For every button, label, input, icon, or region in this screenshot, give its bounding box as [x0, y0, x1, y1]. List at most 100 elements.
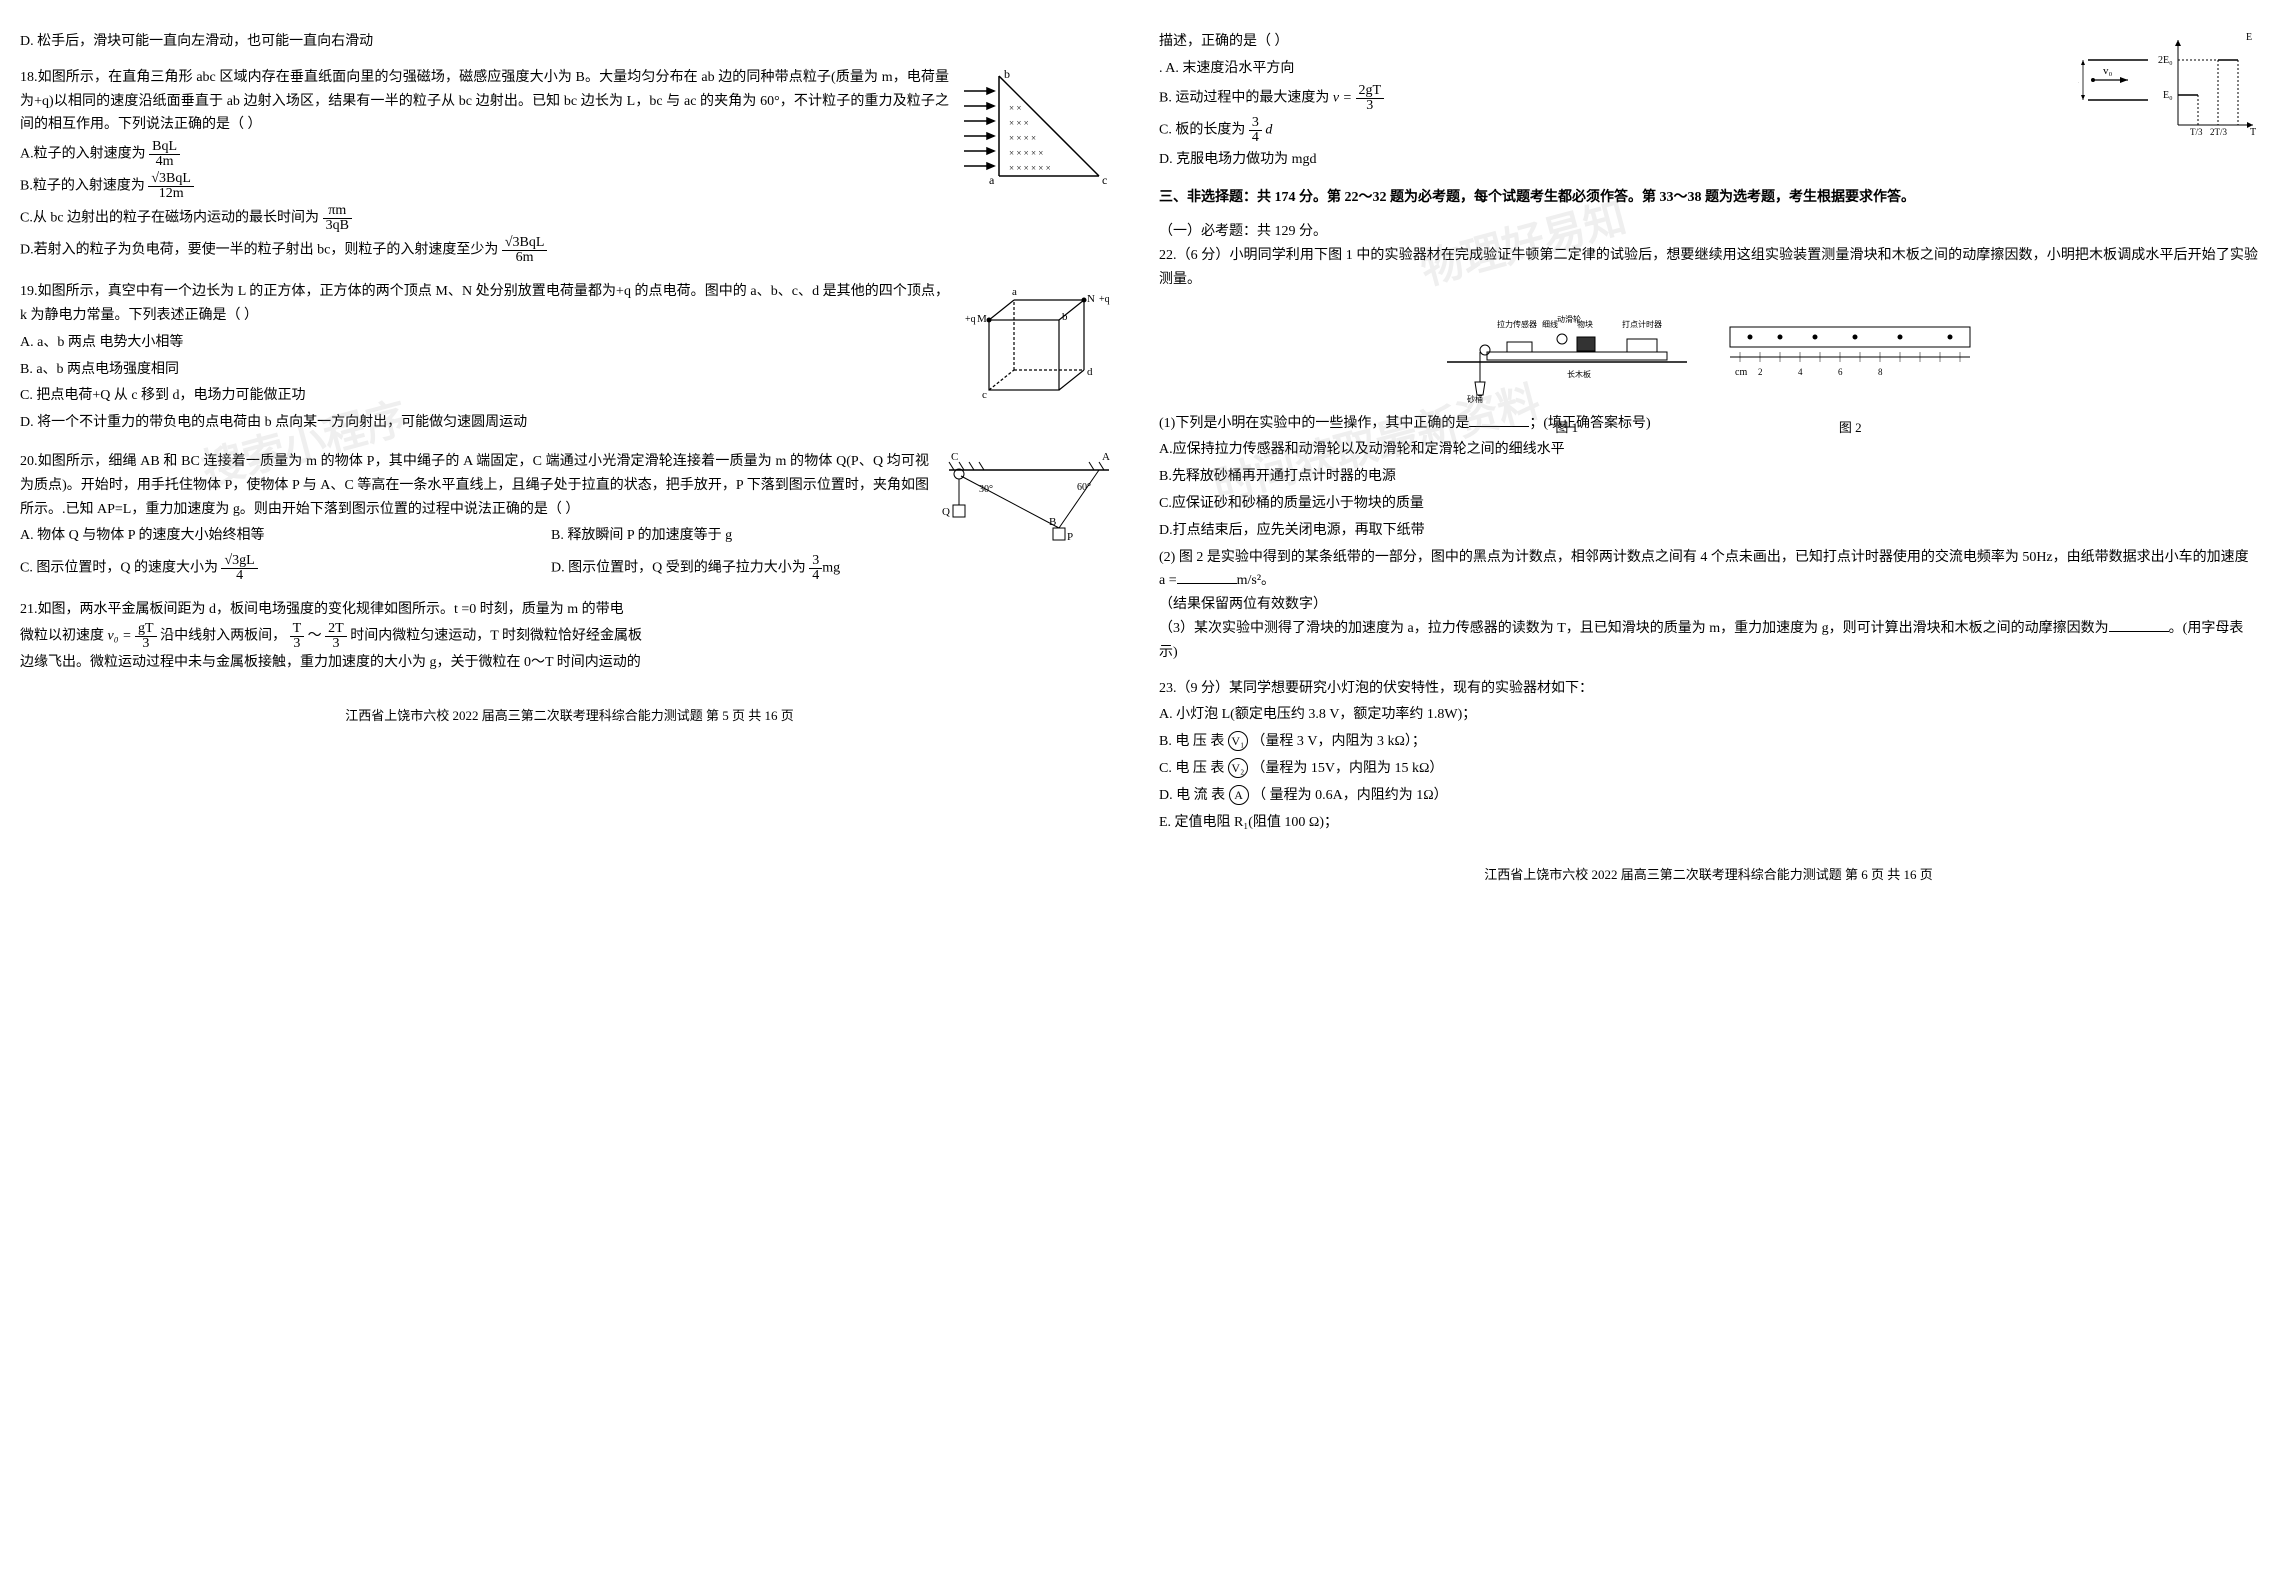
question-21: 21.如图，两水平金属板间距为 d，板间电场强度的变化规律如图所示。t =0 时… [20, 598, 1119, 675]
question-22: 22.（6 分）小明同学利用下图 1 中的实验器材在完成验证牛顿第二定律的试验后… [1159, 244, 2258, 665]
figure-cube: a N +q M +q b d c [959, 280, 1119, 410]
svg-text:30°: 30° [979, 484, 993, 495]
q21-stem-3: 边缘飞出。微粒运动过程中未与金属板接触，重力加速度的大小为 g，关于微粒在 0～… [20, 651, 1119, 675]
svg-text:T/3: T/3 [2190, 127, 2203, 137]
q22-stem: 22.（6 分）小明同学利用下图 1 中的实验器材在完成验证牛顿第二定律的试验后… [1159, 244, 2258, 292]
q19-option-d: D. 将一个不计重力的带负电的点电荷由 b 点向某一方向射出，可能做匀速圆周运动 [20, 411, 1119, 435]
svg-text:b: b [1062, 311, 1068, 323]
pulley-diagram: C A Q 30° 60° P B [939, 450, 1119, 550]
svg-text:Q: Q [942, 506, 950, 518]
svg-text:物块: 物块 [1577, 319, 1593, 329]
svg-text:d: d [1087, 366, 1093, 378]
q22-p1-d: D.打点结束后，应先关闭电源，再取下纸带 [1159, 519, 2258, 543]
svg-text:8: 8 [1878, 367, 1883, 377]
svg-text:打点计时器: 打点计时器 [1622, 319, 1662, 329]
svg-text:E: E [2246, 32, 2252, 43]
svg-text:P: P [1067, 531, 1073, 543]
svg-text:E₀: E₀ [2163, 90, 2173, 101]
svg-text:a: a [989, 173, 995, 187]
svg-text:拉力传感器: 拉力传感器 [1497, 319, 1537, 329]
q17-option-d: D. 松手后，滑块可能一直向左滑动，也可能一直向右滑动 [20, 30, 1119, 54]
svg-text:6: 6 [1838, 367, 1843, 377]
svg-text:× × × × × ×: × × × × × × [1009, 163, 1051, 173]
q22-part2-note: （结果保留两位有效数字） [1159, 593, 2258, 617]
question-20: C A Q 30° 60° P B 20.如图所示，细绳 AB 和 BC 连接着… [20, 450, 1119, 586]
svg-text:× × ×: × × × [1009, 118, 1029, 128]
q18-option-d: D.若射入的粒子为负电荷，要使一半的粒子射出 bc，则粒子的入射速度至少为 √3… [20, 236, 1119, 265]
q22-p1-c: C.应保证砂和砂桶的质量远小于物块的质量 [1159, 492, 2258, 516]
svg-text:b: b [1004, 67, 1010, 81]
svg-text:A: A [1102, 451, 1110, 463]
experiment-setup-diagram: 拉力传感器 细线 动滑轮 物块 打点计时器 砂桶 长木板 [1437, 297, 1697, 407]
svg-text:+q: +q [1099, 294, 1110, 305]
paper-tape-diagram: cm 2 4 6 8 [1720, 297, 1980, 407]
q23-item-a: A. 小灯泡 L(额定电压约 3.8 V，额定功率约 1.8W)； [1159, 703, 2258, 727]
blank-2 [1177, 583, 1237, 584]
question-19: a N +q M +q b d c 19.如图所示，真空中有一个边长为 L 的正… [20, 280, 1119, 438]
q21-stem-1: 21.如图，两水平金属板间距为 d，板间电场强度的变化规律如图所示。t =0 时… [20, 598, 1119, 622]
section-3-sub: （一）必考题：共 129 分。 [1159, 220, 2258, 244]
svg-text:× ×: × × [1009, 103, 1021, 113]
q19-options: A. a、b 两点 电势大小相等 B. a、b 两点电场强度相同 C. 把点电荷… [20, 331, 1119, 435]
q18-option-b: B.粒子的入射速度为 √3BqL12m [20, 172, 1119, 201]
blank-3 [2109, 631, 2169, 632]
q20-option-a: A. 物体 Q 与物体 P 的速度大小始终相等 [20, 524, 548, 548]
q19-option-b: B. a、b 两点电场强度相同 [20, 358, 1119, 382]
q23-stem: 23.（9 分）某同学想要研究小灯泡的伏安特性，现有的实验器材如下： [1159, 677, 2258, 701]
svg-text:× × × ×: × × × × [1009, 133, 1036, 143]
q20-option-d: D. 图示位置时，Q 受到的绳子拉力大小为 34mg [551, 554, 840, 583]
question-23: 23.（9 分）某同学想要研究小灯泡的伏安特性，现有的实验器材如下： A. 小灯… [1159, 677, 2258, 835]
q18-option-c: C.从 bc 边射出的粒子在磁场内运动的最长时间为 πm3qB [20, 204, 1119, 233]
svg-text:60°: 60° [1077, 482, 1091, 493]
option-text: D. 松手后，滑块可能一直向左滑动，也可能一直向右滑动 [20, 34, 373, 49]
svg-text:C: C [951, 451, 958, 463]
q18-option-a: A.粒子的入射速度为 BqL4m [20, 140, 1119, 169]
q19-stem: 19.如图所示，真空中有一个边长为 L 的正方体，正方体的两个顶点 M、N 处分… [20, 280, 1119, 328]
ammeter-icon: A [1229, 785, 1249, 805]
blank-1 [1469, 426, 1529, 427]
svg-text:+q: +q [965, 314, 976, 325]
q23-item-c: C. 电 压 表 V₂ （量程为 15V，内阻为 15 kΩ） [1159, 757, 2258, 781]
q22-p1-a: A.应保持拉力传感器和动滑轮以及动滑轮和定滑轮之间的细线水平 [1159, 438, 2258, 462]
svg-text:4: 4 [1798, 367, 1803, 377]
svg-text:细线: 细线 [1542, 319, 1558, 329]
q23-item-d: D. 电 流 表 A （ 量程为 0.6A，内阻约为 1Ω） [1159, 784, 2258, 808]
q22-p1-b: B.先释放砂桶再开通打点计时器的电源 [1159, 465, 2258, 489]
page-5-footer: 江西省上饶市六校 2022 届高三第二次联考理科综合能力测试题 第 5 页 共 … [20, 705, 1119, 727]
q22-part1: (1)下列是小明在实验中的一些操作，其中正确的是；(填正确答案标号) [1159, 412, 2258, 436]
plates-and-graph: d v₀ E T 2E₀ [2078, 30, 2258, 150]
triangle-diagram: b a c × × × × × × × × × × × × × × × × × … [959, 66, 1119, 196]
svg-text:N: N [1087, 293, 1095, 305]
svg-text:c: c [982, 389, 987, 401]
page-6: d v₀ E T 2E₀ [1159, 30, 2258, 886]
svg-text:c: c [1102, 173, 1107, 187]
figure-pulley: C A Q 30° 60° P B [939, 450, 1119, 550]
svg-text:2T/3: 2T/3 [2210, 127, 2227, 137]
q22-figures: 拉力传感器 细线 动滑轮 物块 打点计时器 砂桶 长木板 图 1 [1159, 292, 2258, 412]
svg-text:cm: cm [1735, 367, 1747, 378]
page-5: D. 松手后，滑块可能一直向左滑动，也可能一直向右滑动 b a c [20, 30, 1119, 886]
section-3-header: 三、非选择题：共 174 分。第 22～32 题为必考题，每个试题考生都必须作答… [1159, 186, 2258, 210]
q18-stem: 18.如图所示，在直角三角形 abc 区域内存在垂直纸面向里的匀强磁场，磁感应强… [20, 66, 1119, 137]
q22-part3: （3）某次实验中测得了滑块的加速度为 a，拉力传感器的读数为 T，且已知滑块的质… [1159, 617, 2258, 665]
svg-text:× × × × ×: × × × × × [1009, 148, 1043, 158]
figure-2-tape: cm 2 4 6 8 图 2 [1720, 297, 1980, 407]
svg-text:2E₀: 2E₀ [2158, 55, 2173, 66]
svg-text:v₀: v₀ [2103, 65, 2113, 77]
fig2-label: 图 2 [1720, 417, 1980, 439]
svg-text:M: M [977, 313, 987, 325]
figure-e-t-graph: d v₀ E T 2E₀ [2078, 30, 2258, 150]
q19-option-c: C. 把点电荷+Q 从 c 移到 d，电场力可能做正功 [20, 384, 1119, 408]
q21-stem-2: 微粒以初速度 v₀ = gT3 沿中线射入两板间， T3 ～ 2T3 时间内微粒… [20, 622, 1119, 651]
q20-option-c: C. 图示位置时，Q 的速度大小为 √3gL4 [20, 554, 548, 583]
voltmeter-2-icon: V₂ [1228, 758, 1248, 778]
q19-option-a: A. a、b 两点 电势大小相等 [20, 331, 1119, 355]
q21-continued: d v₀ E T 2E₀ [1159, 30, 2258, 174]
figure-1-setup: 拉力传感器 细线 动滑轮 物块 打点计时器 砂桶 长木板 图 1 [1437, 297, 1697, 407]
svg-text:长木板: 长木板 [1567, 369, 1591, 379]
question-18: b a c × × × × × × × × × × × × × × × × × … [20, 66, 1119, 268]
svg-text:a: a [1012, 286, 1017, 298]
svg-text:B: B [1049, 516, 1056, 528]
voltmeter-1-icon: V₁ [1228, 731, 1248, 751]
q21-option-d: D. 克服电场力做功为 mgd [1159, 148, 2258, 172]
